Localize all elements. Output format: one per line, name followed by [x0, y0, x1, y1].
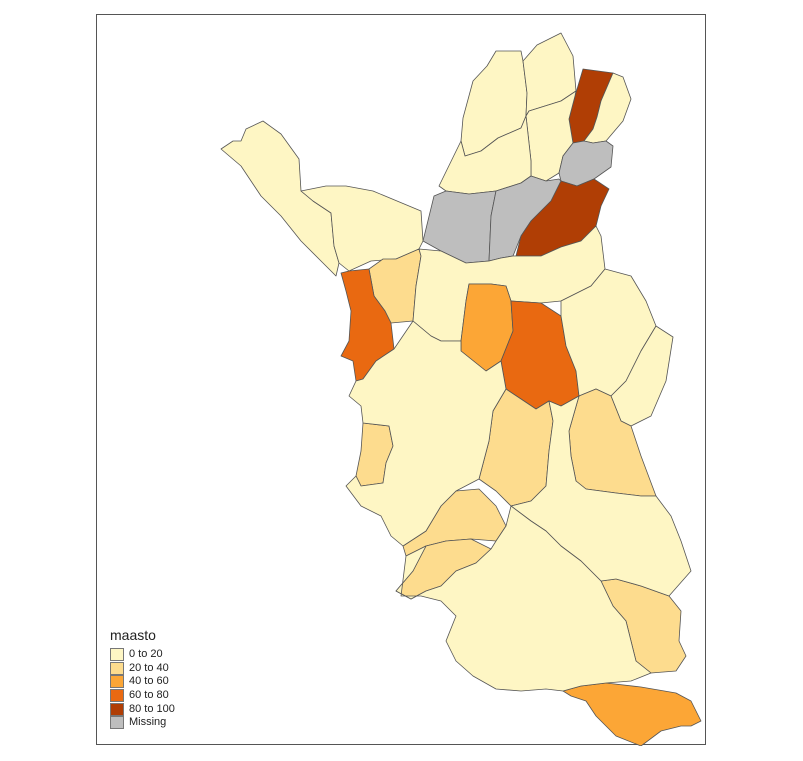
legend-row-1: 20 to 40	[110, 661, 175, 676]
legend-label-1: 20 to 40	[129, 661, 169, 674]
legend-swatch-5	[110, 716, 124, 730]
region-south-amber	[562, 682, 702, 746]
legend-swatch-2	[110, 675, 124, 689]
region-west-central	[345, 320, 507, 547]
map-frame	[96, 14, 706, 746]
legend-swatch-0	[110, 648, 124, 662]
legend-label-3: 60 to 80	[129, 689, 169, 702]
region-north-missing-small	[558, 140, 614, 187]
region-centre-mid	[510, 395, 692, 597]
legend-label-0: 0 to 20	[129, 648, 163, 661]
legend-row-3: 60 to 80	[110, 689, 175, 703]
legend-label-4: 80 to 100	[129, 702, 175, 715]
legend-label-5: Missing	[129, 716, 167, 729]
legend-row-4: 80 to 100	[110, 702, 175, 716]
region-south-body	[395, 505, 652, 692]
legend-row-2: 40 to 60	[110, 675, 175, 689]
legend-label-2: 40 to 60	[129, 675, 169, 688]
legend-swatch-1	[110, 661, 124, 675]
legend-row-5: Missing	[110, 716, 175, 730]
legend-title: maasto	[110, 627, 156, 643]
choropleth-map	[220, 32, 702, 746]
legend-swatch-4	[110, 702, 124, 716]
map-legend: maasto 0 to 20 20 to 40 40 to 60 60 to 8…	[110, 627, 175, 730]
legend-swatch-3	[110, 689, 124, 703]
legend-row-0: 0 to 20	[110, 648, 175, 662]
